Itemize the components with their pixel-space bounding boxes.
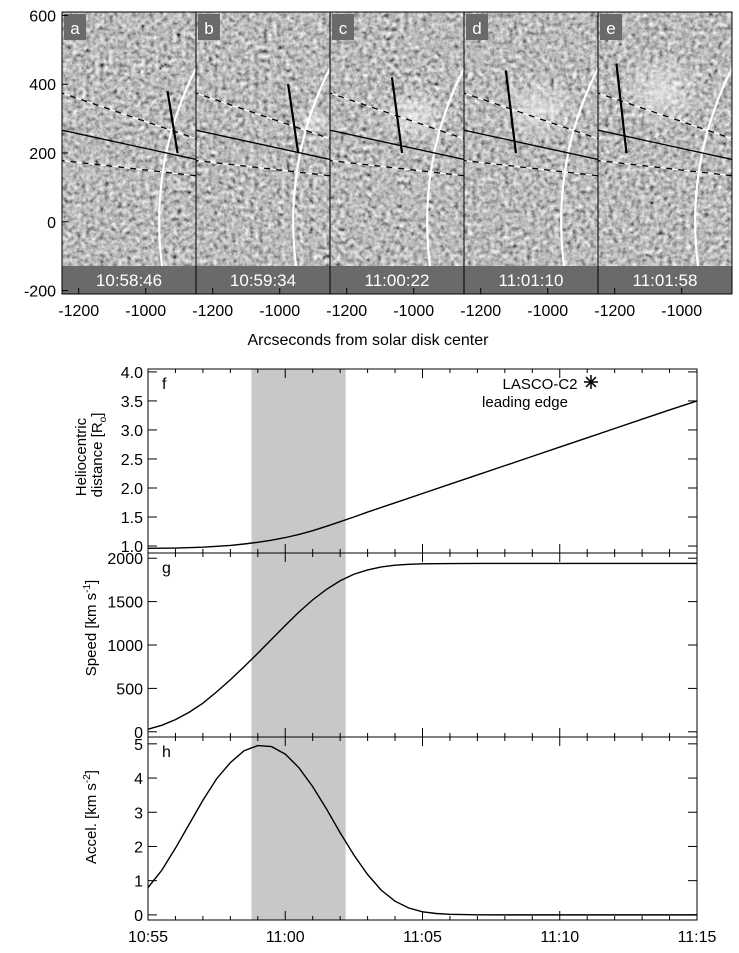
image-panel-y-axis: 600 400 200 0 -200 bbox=[24, 8, 68, 300]
plot-frame bbox=[148, 737, 697, 920]
image-noise bbox=[464, 12, 598, 294]
x-tick-label: 10:55 bbox=[128, 929, 168, 946]
panel-letter-f: f bbox=[162, 376, 167, 393]
image-panel-e-content bbox=[595, 0, 739, 311]
panel-timestamp: 11:01:58 bbox=[633, 271, 698, 290]
x-tick-label: -1200 bbox=[594, 303, 635, 320]
x-tick-label: -1000 bbox=[125, 303, 166, 320]
panel-f-y-axis-label-line2: distance [R bbox=[89, 422, 106, 497]
legend-leading-edge-label: leading edge bbox=[482, 394, 568, 411]
y-tick-label: 1.5 bbox=[121, 510, 143, 527]
image-panel-x-axis-label: Arcseconds from solar disk center bbox=[248, 332, 490, 349]
series-line-g bbox=[148, 563, 697, 729]
panel-letter: a bbox=[70, 19, 80, 38]
panel-g-y-axis-label-main: Speed [km s bbox=[83, 593, 100, 676]
image-noise bbox=[330, 12, 464, 294]
shaded-interval bbox=[251, 737, 345, 920]
x-tick-label: -1200 bbox=[326, 303, 367, 320]
legend-lasco-label: LASCO-C2 bbox=[502, 376, 577, 393]
panel-letter: b bbox=[204, 19, 213, 38]
panel-f-y-axis-label: Heliocentric distance [Ro] bbox=[73, 413, 109, 498]
panel-g-y-axis-label: Speed [km s-1] bbox=[82, 580, 100, 676]
cme-bright-feature bbox=[615, 53, 709, 129]
y-tick-label: 4 bbox=[134, 771, 143, 788]
series-line-f bbox=[148, 401, 697, 548]
panel-f-y-axis-label-line1: Heliocentric bbox=[73, 417, 90, 496]
x-tick-label: 11:10 bbox=[540, 929, 579, 946]
y-tick-label: 2.5 bbox=[121, 452, 143, 469]
x-tick-label: -1000 bbox=[661, 303, 702, 320]
panel-g: 0 500 1000 1500 2000 g bbox=[107, 551, 697, 742]
panel-f-y-axis-label-end: ] bbox=[89, 413, 106, 417]
image-panel-e: e 11:01:58 bbox=[595, 0, 739, 311]
x-tick-label: -1200 bbox=[58, 303, 99, 320]
x-tick-label: 11:15 bbox=[678, 929, 717, 946]
plot-frame bbox=[148, 553, 697, 737]
panel-timestamp: 10:58:46 bbox=[96, 271, 162, 290]
y-tick-label: 1000 bbox=[107, 638, 143, 655]
panel-h-y-axis-label-end: ] bbox=[83, 770, 100, 774]
x-tick-label: -1000 bbox=[527, 303, 568, 320]
series-line-h bbox=[148, 746, 697, 915]
panel-letter: d bbox=[472, 19, 481, 38]
y-tick-label: 3.0 bbox=[121, 423, 143, 440]
y-tick-label: 500 bbox=[116, 681, 143, 698]
panel-timestamp: 11:01:10 bbox=[499, 271, 564, 290]
plot-frame bbox=[148, 369, 697, 553]
image-noise bbox=[62, 12, 196, 294]
x-tick-label: -1200 bbox=[192, 303, 233, 320]
y-tick-label: 0 bbox=[134, 908, 143, 925]
y-tick-label: 1 bbox=[134, 874, 143, 891]
image-noise bbox=[196, 12, 330, 294]
panel-h-y-axis-label: Accel. [km s-2] bbox=[82, 770, 100, 864]
image-panel-strip: a 10:58:46 b 10:59:34 c 11:00:22 d 11:01:10 e 11:… bbox=[59, 0, 739, 311]
y-tick-label: 0 bbox=[47, 215, 56, 232]
y-tick-label: 600 bbox=[29, 8, 56, 25]
kinematics-plots: 1.01.52.02.53.03.54.0f0500100015002000g0… bbox=[107, 365, 716, 946]
y-tick-label: 400 bbox=[29, 77, 56, 94]
y-tick-label: 2000 bbox=[107, 551, 143, 568]
shaded-interval bbox=[251, 369, 345, 553]
x-tick-label: -1200 bbox=[460, 303, 501, 320]
panel-g-y-axis-label-end: ] bbox=[83, 580, 100, 584]
y-tick-label: 5 bbox=[134, 737, 143, 754]
y-tick-label: 2 bbox=[134, 839, 143, 856]
panel-letter: c bbox=[339, 19, 348, 38]
x-tick-label: 11:00 bbox=[266, 929, 305, 946]
y-tick-label: 200 bbox=[29, 146, 56, 163]
y-tick-label: 4.0 bbox=[121, 365, 143, 382]
y-tick-label: 3 bbox=[134, 805, 143, 822]
y-tick-label: 2.0 bbox=[121, 481, 143, 498]
panel-letter-h: h bbox=[162, 744, 171, 761]
x-tick-label: -1000 bbox=[393, 303, 434, 320]
x-tick-label: 11:05 bbox=[403, 929, 442, 946]
y-tick-label: -200 bbox=[24, 284, 56, 301]
panel-timestamp: 11:00:22 bbox=[365, 271, 430, 290]
panel-timestamp: 10:59:34 bbox=[230, 271, 296, 290]
cme-bright-feature bbox=[377, 86, 451, 144]
panel-letter: e bbox=[606, 19, 615, 38]
panel-h: 0 1 2 3 4 5 h 10:55 11:00 11:05 11:10 11:15 bbox=[128, 737, 717, 946]
panel-h-y-axis-label-main: Accel. [km s bbox=[83, 783, 100, 864]
y-tick-label: 3.5 bbox=[121, 394, 143, 411]
panel-f: 1.0 1.5 2.0 2.5 3.0 3.5 4.0 f bbox=[121, 365, 697, 556]
panel-letter-g: g bbox=[162, 560, 171, 577]
y-tick-label: 1500 bbox=[107, 595, 143, 612]
x-tick-label: -1000 bbox=[259, 303, 300, 320]
legend-asterisk-marker bbox=[584, 375, 598, 389]
